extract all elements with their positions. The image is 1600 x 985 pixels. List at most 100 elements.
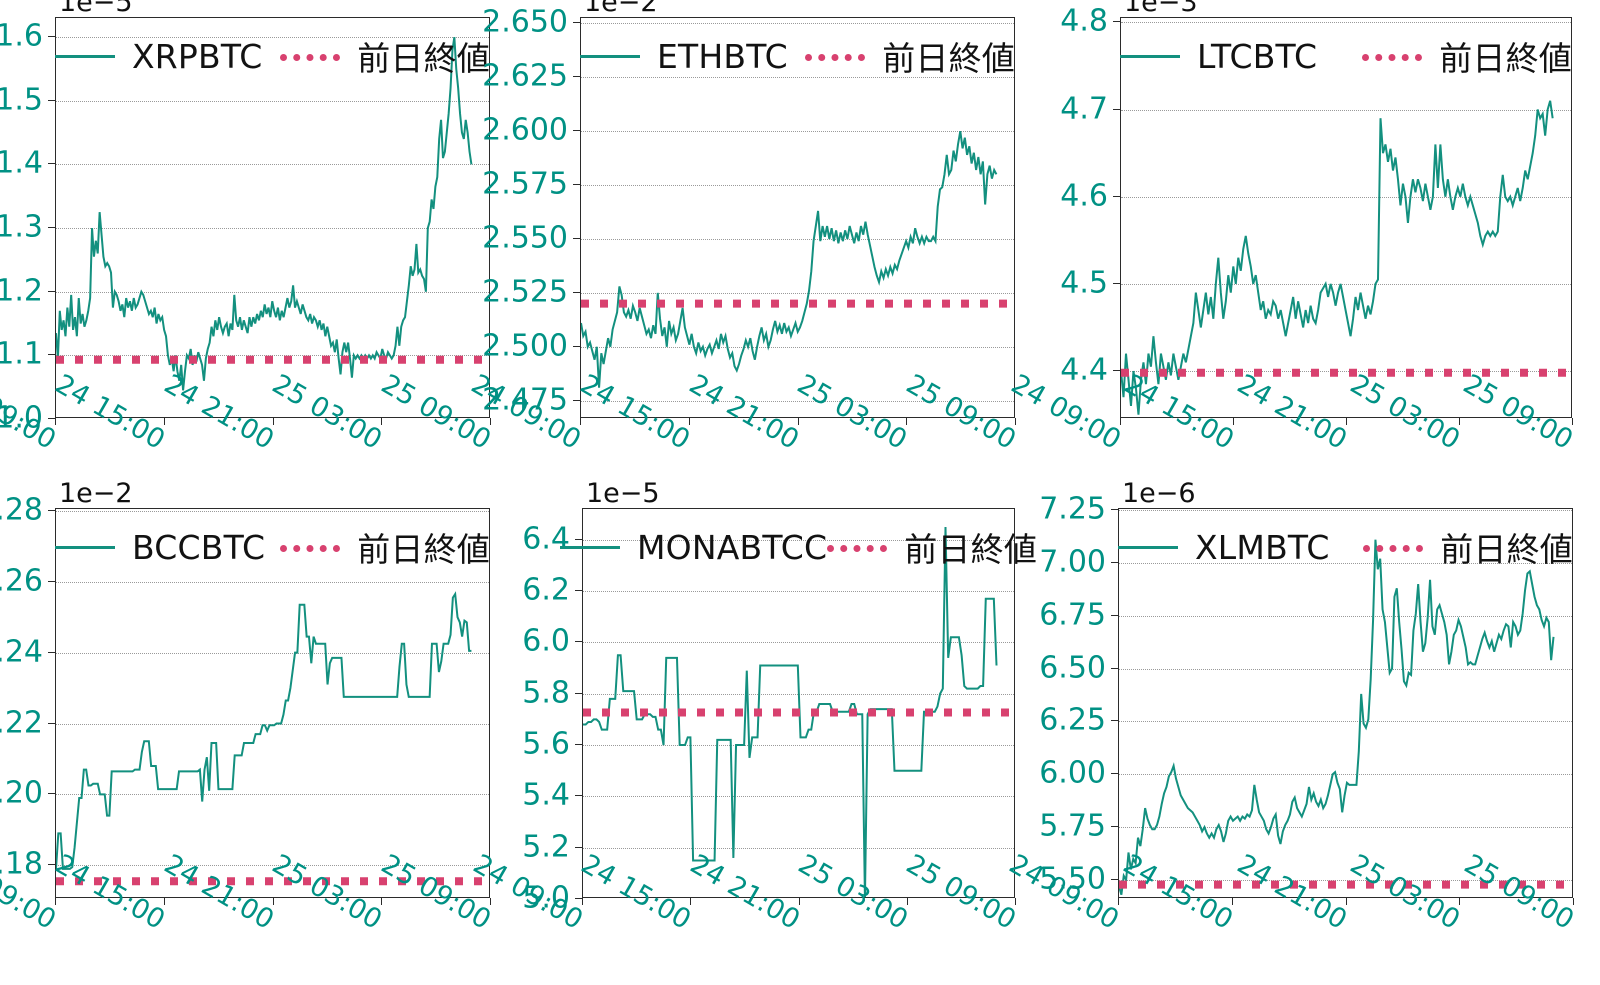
- x-tick-label: 25 03:00: [267, 368, 388, 456]
- plot-area: [1120, 17, 1572, 418]
- legend-item-series: XLMBTC: [1118, 528, 1330, 567]
- y-tick-label: 4.6: [1060, 178, 1108, 214]
- series-plot: [1121, 100, 1571, 415]
- y-tick-mark: [1111, 826, 1118, 828]
- legend-dotted-line-icon: [280, 53, 341, 61]
- y-tick-mark: [573, 184, 580, 186]
- x-tick-mark: [1459, 418, 1460, 425]
- y-tick-label: 1.5: [0, 82, 43, 118]
- y-tick-label: 4.8: [1060, 3, 1108, 39]
- gridline: [581, 185, 1014, 187]
- y-tick-mark: [1111, 614, 1118, 616]
- gridline: [56, 291, 489, 293]
- x-tick-mark: [1231, 898, 1233, 905]
- x-tick-mark: [490, 418, 491, 425]
- price-line: [1119, 539, 1555, 896]
- legend-item-series: MONABTCC: [559, 528, 827, 567]
- gridline: [56, 100, 489, 102]
- y-tick-label: 5.8: [522, 675, 570, 711]
- legend-item-prev-close: 前日終値: [805, 32, 1015, 80]
- legend-dotted-line-icon: [1362, 53, 1423, 61]
- y-tick-mark: [48, 864, 55, 866]
- gridline: [1121, 22, 1571, 24]
- legend-line-icon: [1120, 54, 1180, 58]
- x-tick-mark: [690, 898, 692, 905]
- price-line: [56, 36, 473, 391]
- x-tick-label: 25 03:00: [1345, 848, 1466, 936]
- y-axis-offset-text: 1e−2: [59, 478, 133, 509]
- x-tick-mark: [580, 418, 581, 425]
- x-tick-label: 24 15:00: [574, 368, 695, 456]
- x-tick-label: 25 03:00: [792, 368, 913, 456]
- y-tick-label: 4.5: [1060, 265, 1108, 301]
- y-tick-mark: [48, 722, 55, 724]
- y-tick-mark: [1113, 21, 1120, 23]
- series-plot: [581, 131, 1014, 388]
- y-tick-label: 5.75: [1039, 808, 1106, 844]
- y-tick-mark: [573, 291, 580, 293]
- gridline: [583, 847, 1014, 849]
- y-tick-mark: [575, 795, 582, 797]
- x-tick-mark: [55, 898, 56, 905]
- gridline: [581, 346, 1014, 348]
- y-tick-label: 2.575: [482, 166, 568, 202]
- price-line: [583, 526, 998, 897]
- y-tick-label: 2.625: [482, 58, 568, 94]
- y-tick-label: 1.18: [0, 846, 43, 882]
- y-tick-label: 6.0: [522, 623, 570, 659]
- gridline: [1119, 510, 1572, 512]
- x-tick-label: 24 09:00: [1003, 848, 1124, 936]
- legend-label-prev-close: 前日終値: [882, 39, 1015, 78]
- y-tick-mark: [573, 345, 580, 347]
- y-axis-offset-text: 1e−5: [59, 0, 133, 18]
- y-tick-mark: [48, 227, 55, 229]
- x-tick-mark: [1573, 898, 1574, 905]
- y-tick-label: 6.4: [522, 521, 570, 557]
- price-line: [1121, 100, 1554, 415]
- gridline: [56, 355, 489, 357]
- chart-legend: XLMBTC 前日終値: [1118, 523, 1573, 571]
- legend-dotted-line-icon: [280, 544, 341, 552]
- y-tick-label: 2.550: [482, 220, 568, 256]
- x-tick-mark: [1015, 418, 1016, 425]
- chart-legend: LTCBTC 前日終値: [1120, 32, 1572, 80]
- gridline: [1119, 721, 1572, 723]
- gridline: [56, 581, 489, 583]
- gridline: [56, 510, 489, 512]
- series-plot: [1119, 539, 1572, 896]
- x-tick-label: 24 09:00: [0, 369, 62, 456]
- y-tick-label: 6.00: [1039, 755, 1106, 791]
- gridline: [581, 400, 1014, 402]
- chart-legend: XRPBTC 前日終値: [55, 32, 490, 80]
- x-tick-label: 24 21:00: [684, 848, 805, 936]
- gridline: [1119, 774, 1572, 776]
- y-tick-mark: [48, 651, 55, 653]
- y-tick-label: 6.2: [522, 572, 570, 608]
- plot-area: [580, 17, 1015, 418]
- y-tick-label: 5.0: [522, 880, 570, 916]
- y-tick-label: 4.7: [1060, 91, 1108, 127]
- y-tick-mark: [48, 290, 55, 292]
- y-tick-mark: [573, 237, 580, 239]
- gridline: [583, 539, 1014, 541]
- legend-dotted-line-icon: [827, 544, 888, 552]
- x-tick-label: 24 21:00: [158, 848, 279, 936]
- y-tick-label: 1.1: [0, 336, 43, 372]
- legend-label-prev-close: 前日終値: [357, 39, 490, 78]
- y-tick-label: 2.500: [482, 328, 568, 364]
- y-tick-mark: [1113, 370, 1120, 372]
- y-tick-mark: [573, 130, 580, 132]
- legend-dotted-line-icon: [805, 53, 866, 61]
- x-tick-mark: [272, 898, 274, 905]
- y-tick-mark: [575, 898, 582, 899]
- y-tick-label: 7.25: [1039, 491, 1106, 527]
- y-tick-mark: [575, 692, 582, 694]
- y-tick-mark: [48, 509, 55, 511]
- x-tick-label: 25 03:00: [1344, 368, 1465, 456]
- plot-area: [582, 508, 1015, 898]
- legend-item-prev-close: 前日終値: [280, 523, 490, 571]
- y-tick-mark: [48, 99, 55, 101]
